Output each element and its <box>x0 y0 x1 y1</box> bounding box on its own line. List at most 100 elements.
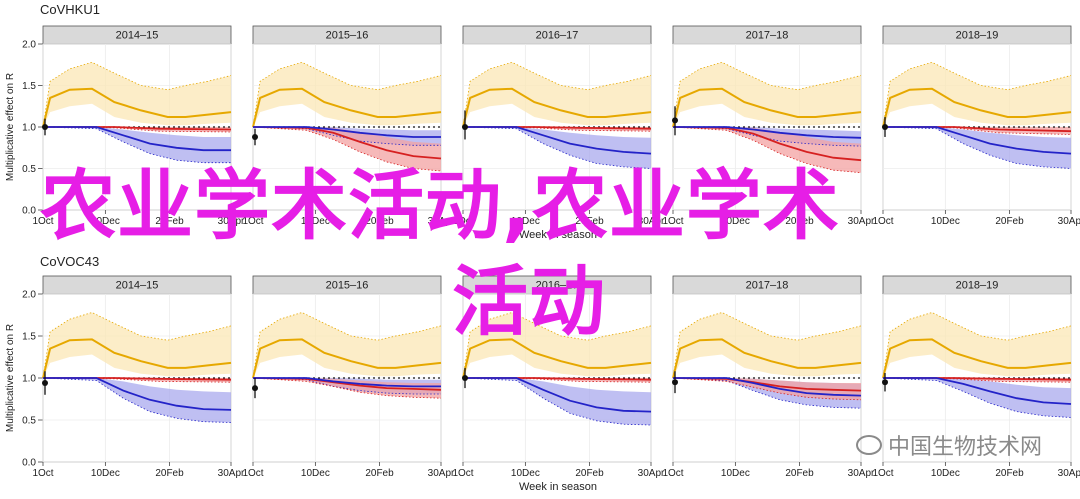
x-tick-label: 1Oct <box>242 216 263 227</box>
orange-band-edge <box>42 61 232 128</box>
orange-band <box>463 62 651 127</box>
x-tick-label: 10Dec <box>721 216 750 227</box>
panel-label: 2015–16 <box>326 280 369 292</box>
x-axis-label: Week in season <box>519 229 597 241</box>
x-tick-label: 10Dec <box>931 468 960 479</box>
blue-line <box>673 377 862 397</box>
y-tick-label: 1.0 <box>22 374 36 385</box>
x-tick-label: 1Oct <box>32 216 53 227</box>
blue-line <box>673 126 862 139</box>
x-axis-label: Week in season <box>519 481 597 493</box>
blue-band-edge <box>882 377 1072 418</box>
orange-line <box>672 338 862 379</box>
orange-band <box>883 312 1071 378</box>
orange-line <box>672 87 862 128</box>
orange-band <box>463 312 651 378</box>
point-estimate <box>42 380 48 387</box>
blue-band <box>43 127 231 163</box>
point-estimate <box>882 379 888 386</box>
overlay-text-line1: 农业学术活动,农业学术 <box>40 161 840 250</box>
x-tick-label: 30Apr <box>218 468 245 479</box>
y-tick-label: 1.5 <box>22 81 36 92</box>
x-tick-label: 30Apr <box>638 216 665 227</box>
x-tick-label: 30Apr <box>428 216 455 227</box>
x-tick-label: 20Feb <box>365 216 394 227</box>
red-band <box>883 127 1071 135</box>
x-tick-label: 1Oct <box>32 468 53 479</box>
x-tick-label: 20Feb <box>575 216 604 227</box>
orange-band <box>673 312 861 378</box>
blue-line <box>463 126 652 155</box>
blue-band-edge <box>882 126 1072 169</box>
x-tick-label: 1Oct <box>242 468 263 479</box>
orange-band-edge <box>42 312 232 379</box>
blue-band-edge <box>672 377 862 409</box>
red-band-edge <box>672 126 862 174</box>
wechat-icon <box>855 435 882 455</box>
orange-line <box>252 338 442 379</box>
x-tick-label: 20Feb <box>155 468 184 479</box>
x-tick-label: 1Oct <box>662 468 683 479</box>
red-band <box>673 127 861 173</box>
x-tick-label: 30Apr <box>1058 468 1080 479</box>
x-tick-label: 30Apr <box>848 216 875 227</box>
x-tick-label: 10Dec <box>511 216 540 227</box>
orange-band <box>673 62 861 127</box>
orange-band-edge <box>882 312 1072 379</box>
y-axis-label: Multiplicative effect on R <box>5 73 16 181</box>
blue-band <box>463 127 651 169</box>
x-tick-label: 10Dec <box>511 468 540 479</box>
x-tick-label: 20Feb <box>995 216 1024 227</box>
x-tick-label: 1Oct <box>662 216 683 227</box>
blue-band-edge <box>462 126 652 169</box>
point-estimate <box>462 375 468 381</box>
x-tick-label: 10Dec <box>91 468 120 479</box>
blue-line <box>253 377 441 388</box>
blue-band-edge <box>462 377 652 426</box>
x-tick-label: 20Feb <box>995 468 1024 479</box>
x-tick-label: 20Feb <box>785 216 814 227</box>
blue-band <box>43 378 231 423</box>
orange-line <box>462 338 652 379</box>
x-tick-label: 20Feb <box>365 468 394 479</box>
orange-band-edge <box>882 61 1072 128</box>
y-tick-label: 0.0 <box>22 206 36 217</box>
orange-band-edge <box>252 312 442 379</box>
y-axis-label: Multiplicative effect on R <box>5 324 16 432</box>
x-tick-label: 1Oct <box>452 468 473 479</box>
x-tick-label: 10Dec <box>301 468 330 479</box>
watermark-text: 中国生物技术网 <box>887 435 1042 460</box>
orange-line <box>42 338 232 379</box>
y-tick-label: 1.5 <box>22 332 36 343</box>
point-estimate <box>462 124 468 130</box>
point-estimate <box>672 117 678 124</box>
x-tick-label: 1Oct <box>872 216 893 227</box>
orange-line <box>42 87 232 128</box>
blue-line <box>43 377 232 411</box>
y-tick-label: 0.0 <box>22 458 36 469</box>
blue-band <box>883 127 1071 169</box>
y-tick-label: 2.0 <box>22 40 36 51</box>
x-tick-label: 30Apr <box>1058 216 1080 227</box>
orange-band <box>43 312 231 378</box>
x-tick-label: 20Feb <box>575 468 604 479</box>
x-tick-label: 20Feb <box>785 468 814 479</box>
panel-label: 2018–19 <box>956 30 999 42</box>
blue-line <box>463 377 652 413</box>
orange-line <box>882 87 1072 128</box>
point-estimate <box>882 124 888 130</box>
blue-band-edge <box>42 126 231 164</box>
panel-label: 2017–18 <box>746 30 789 42</box>
orange-band-edge <box>462 312 652 379</box>
point-estimate <box>42 124 48 130</box>
x-tick-label: 10Dec <box>91 216 120 227</box>
y-tick-label: 1.0 <box>22 123 36 134</box>
watermark: 中国生物技术网 <box>855 429 1042 461</box>
orange-band-edge <box>252 61 442 128</box>
chart-title: CoVOC43 <box>40 254 99 269</box>
x-tick-label: 1Oct <box>872 468 893 479</box>
panel-label: 2014–15 <box>116 30 159 42</box>
orange-band <box>253 312 441 378</box>
red-band <box>253 378 441 399</box>
point-estimate <box>672 379 678 386</box>
